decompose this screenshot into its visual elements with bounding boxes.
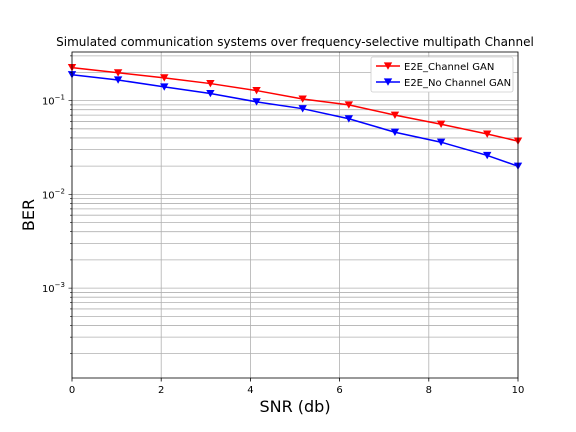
data-point-marker	[390, 111, 400, 119]
data-point-marker	[113, 76, 123, 84]
data-point-marker	[113, 69, 123, 77]
plot-series	[67, 64, 523, 170]
data-point-marker	[206, 89, 215, 98]
data-point-marker	[252, 98, 261, 106]
legend: E2E_Channel GAN E2E_No Channel GAN	[370, 56, 514, 93]
x-tick-label: 6	[336, 385, 342, 396]
data-point-marker	[298, 95, 307, 103]
data-point-marker	[390, 128, 400, 137]
y-tick-base: 10	[42, 97, 55, 108]
y-tick-label: 10−3	[42, 281, 65, 295]
y-tick-label: 10−2	[42, 187, 65, 201]
chart-title: Simulated communication systems over fre…	[56, 35, 534, 49]
y-tick-base: 10	[42, 190, 55, 201]
y-tick-exponent: −1	[55, 94, 65, 102]
series-1	[67, 64, 523, 145]
y-tick-base: 10	[42, 284, 55, 295]
data-point-marker	[298, 105, 307, 113]
data-point-marker	[160, 83, 169, 91]
data-point-marker	[160, 74, 169, 82]
x-tick-label: 10	[512, 385, 525, 396]
legend-marker	[383, 62, 393, 70]
x-axis-label: SNR (db)	[259, 397, 330, 416]
y-tick-exponent: −3	[55, 281, 65, 289]
y-tick-label: 10−1	[42, 94, 65, 108]
data-point-marker	[252, 86, 261, 95]
data-point-marker	[436, 138, 446, 146]
x-tick-label: 2	[158, 385, 164, 396]
legend-marker	[383, 78, 393, 86]
legend-label: E2E_No Channel GAN	[404, 78, 511, 89]
data-point-marker	[483, 151, 492, 160]
x-tick-label: 0	[69, 385, 75, 396]
x-tick-label: 4	[247, 385, 253, 396]
data-point-marker	[483, 130, 492, 138]
grid	[71, 52, 519, 378]
data-point-marker	[344, 115, 354, 123]
y-axis-label: BER	[19, 199, 38, 231]
legend-label: E2E_Channel GAN	[404, 62, 494, 73]
data-point-marker	[436, 120, 446, 129]
y-tick-exponent: −2	[55, 187, 65, 195]
x-tick-label: 8	[426, 385, 432, 396]
legend-entries: E2E_Channel GAN E2E_No Channel GAN	[376, 62, 511, 89]
data-point-marker	[344, 101, 354, 109]
data-point-marker	[206, 79, 215, 88]
legend-box	[370, 56, 514, 93]
